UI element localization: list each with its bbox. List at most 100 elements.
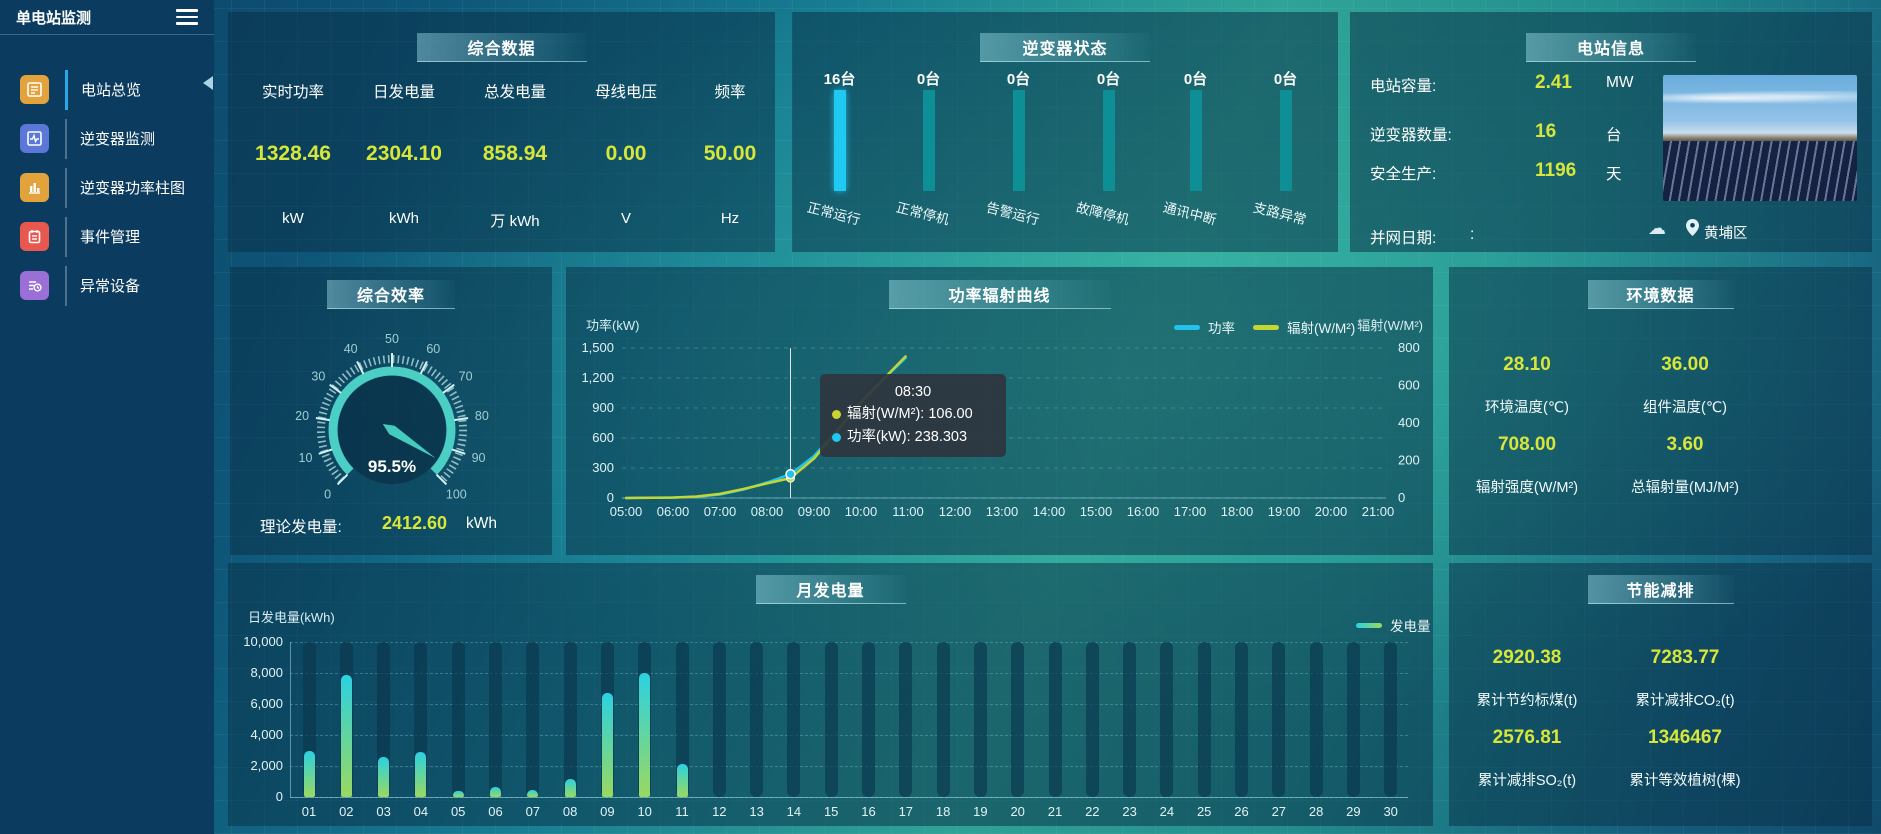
y-axis-name-daily-energy: 日发电量(kWh) xyxy=(248,610,335,625)
metric-total-energy: 总发电量 858.94 万 kWh xyxy=(460,12,570,252)
abnormal-devices-icon xyxy=(20,271,49,300)
legend-generation-label[interactable]: 发电量 xyxy=(1390,619,1431,634)
sidebar-item-label: 事件管理 xyxy=(80,229,141,246)
tooltip-radiation: 辐射(W/M²): 106.00 xyxy=(847,406,973,423)
panel-station-info: 电站信息 电站容量: 2.41 MW 逆变器数量: 16 台 安全生产: 119… xyxy=(1350,12,1872,252)
metric-value: 858.94 xyxy=(482,142,548,165)
grid-date-label: 并网日期: xyxy=(1370,230,1437,247)
svg-text:21:00: 21:00 xyxy=(1362,504,1395,519)
sidebar-item-abnormal-devices[interactable]: 异常设备 xyxy=(0,261,214,310)
savings-trees: 1346467 累计等效植树(棵) xyxy=(1609,727,1761,790)
status-bar xyxy=(922,90,935,191)
panel-title-station-info: 电站信息 xyxy=(1526,33,1696,62)
metric-unit: V xyxy=(620,210,631,227)
bar-label: 正常运行 xyxy=(805,199,862,228)
svg-text:300: 300 xyxy=(592,460,614,475)
bar-count: 0台 xyxy=(1273,71,1298,88)
sidebar-item-label: 异常设备 xyxy=(80,278,141,295)
sidebar-item-label: 逆变器功率柱图 xyxy=(80,180,186,197)
svg-text:05:00: 05:00 xyxy=(610,504,643,519)
svg-text:600: 600 xyxy=(592,430,614,445)
app-title: 单电站监测 xyxy=(16,9,92,27)
legend-radiation-swatch[interactable] xyxy=(1253,324,1279,330)
savings-label: 累计减排CO₂(t) xyxy=(1635,693,1735,709)
metric-bus-voltage: 母线电压 0.00 V xyxy=(571,12,681,252)
theoretical-energy-value: 2412.60 xyxy=(382,513,448,533)
chart-legend: 功率 辐射(W/M²) xyxy=(1174,317,1355,337)
svg-text:900: 900 xyxy=(592,400,614,415)
svg-text:10: 10 xyxy=(299,451,313,465)
panel-title-overview: 综合数据 xyxy=(416,33,587,62)
metric-daily-energy: 日发电量 2304.10 kWh xyxy=(349,12,459,252)
weather-cloud-icon[interactable]: ☁ xyxy=(1648,218,1666,238)
metric-label: 实时功率 xyxy=(261,84,324,101)
env-value: 708.00 xyxy=(1497,434,1557,455)
power-dot-icon xyxy=(832,432,841,442)
svg-text:18:00: 18:00 xyxy=(1221,504,1254,519)
station-capacity-unit: MW xyxy=(1606,74,1634,91)
inverter-status-bar[interactable]: 16台 正常运行 xyxy=(795,12,884,252)
legend-generation-swatch[interactable] xyxy=(1356,622,1382,628)
env-label: 环境温度(℃) xyxy=(1485,400,1569,416)
metric-value: 1328.46 xyxy=(255,142,331,165)
sidebar-item-label: 电站总览 xyxy=(81,82,142,99)
metric-value: 50.00 xyxy=(703,142,757,165)
panel-inverter-status: 逆变器状态 16台 正常运行 0台 正常停机 0台 告警运行 0台 故障停机 0… xyxy=(792,12,1338,252)
bar-count: 0台 xyxy=(1096,71,1121,88)
inverter-status-bar[interactable]: 0台 故障停机 xyxy=(1064,12,1153,252)
savings-co2: 7283.77 累计减排CO₂(t) xyxy=(1609,647,1761,710)
env-value: 28.10 xyxy=(1503,354,1551,375)
env-module-temp: 36.00 组件温度(℃) xyxy=(1609,354,1761,417)
svg-text:08:00: 08:00 xyxy=(751,504,784,519)
inverter-status-bar[interactable]: 0台 通讯中断 xyxy=(1151,12,1240,252)
inverter-status-bar[interactable]: 0台 告警运行 xyxy=(974,12,1063,252)
sidebar-collapse-arrow-icon[interactable] xyxy=(203,76,213,90)
tooltip-power: 功率(kW): 238.303 xyxy=(847,428,968,445)
safe-production-unit: 天 xyxy=(1606,166,1622,183)
efficiency-gauge: 0 10 20 30 40 50 60 70 80 90 100 xyxy=(295,332,489,501)
location-name[interactable]: 黄埔区 xyxy=(1704,226,1748,242)
monthly-bar-chart[interactable]: 0 2,000 4,000 6,000 8,000 10,000 01 02 03 04 05 06 0… xyxy=(228,563,1433,826)
svg-text:12:00: 12:00 xyxy=(939,504,972,519)
svg-text:15:00: 15:00 xyxy=(1080,504,1113,519)
panel-title-savings: 节能减排 xyxy=(1587,575,1734,604)
inverter-status-bar[interactable]: 0台 正常停机 xyxy=(884,12,973,252)
theoretical-energy-unit: kWh xyxy=(466,515,497,532)
sidebar-item-inverter-monitor[interactable]: 逆变器监测 xyxy=(0,114,214,163)
legend-power-label[interactable]: 功率 xyxy=(1208,321,1235,336)
hamburger-menu-icon[interactable] xyxy=(176,9,198,25)
metric-label: 日发电量 xyxy=(372,84,435,101)
svg-text:800: 800 xyxy=(1398,340,1420,355)
svg-text:17:00: 17:00 xyxy=(1174,504,1207,519)
env-total-radiation: 3.60 总辐射量(MJ/M²) xyxy=(1609,434,1761,497)
station-capacity-value: 2.41 xyxy=(1535,72,1572,93)
sidebar-menu: 电站总览 逆变器监测 逆变器功率柱图 事件管理 xyxy=(0,11,214,310)
svg-text:1,200: 1,200 xyxy=(581,370,614,385)
location-pin-icon[interactable] xyxy=(1686,219,1699,241)
bar-count: 0台 xyxy=(1006,71,1031,88)
svg-text:600: 600 xyxy=(1398,378,1420,393)
panel-power-radiation: 功率辐射曲线 功率(kW) 辐射(W/M²) 功率 辐射(W/M²) 0 300 6… xyxy=(566,267,1433,555)
sidebar-item-inverter-power-bars[interactable]: 逆变器功率柱图 xyxy=(0,163,214,212)
panel-monthly-generation: 月发电量 日发电量(kWh) 发电量 0 2,000 4,000 6,000 8,000… xyxy=(228,563,1433,826)
svg-text:19:00: 19:00 xyxy=(1268,504,1301,519)
sidebar-item-station-overview[interactable]: 电站总览 xyxy=(0,65,214,114)
panel-environment: 环境数据 28.10 环境温度(℃) 36.00 组件温度(℃) 708.00 … xyxy=(1449,267,1872,555)
savings-label: 累计等效植树(棵) xyxy=(1629,773,1741,789)
legend-radiation-label[interactable]: 辐射(W/M²) xyxy=(1287,321,1356,336)
sidebar-item-event-management[interactable]: 事件管理 xyxy=(0,212,214,261)
metric-realtime-power: 实时功率 1328.46 kW xyxy=(238,12,348,252)
svg-text:0: 0 xyxy=(324,487,331,501)
svg-text:09:00: 09:00 xyxy=(798,504,831,519)
metric-unit: kW xyxy=(282,210,304,227)
safe-production-value: 1196 xyxy=(1535,160,1577,181)
svg-text:90: 90 xyxy=(472,451,486,465)
bar-label: 通讯中断 xyxy=(1161,199,1218,228)
bar-count: 0台 xyxy=(916,71,941,88)
legend-power-swatch[interactable] xyxy=(1174,324,1200,330)
metric-unit: kWh xyxy=(389,210,419,227)
inverter-status-bar[interactable]: 0台 支路异常 xyxy=(1241,12,1330,252)
station-capacity-label: 电站容量: xyxy=(1370,78,1437,95)
svg-text:13:00: 13:00 xyxy=(986,504,1019,519)
bar-label: 正常停机 xyxy=(894,199,951,228)
